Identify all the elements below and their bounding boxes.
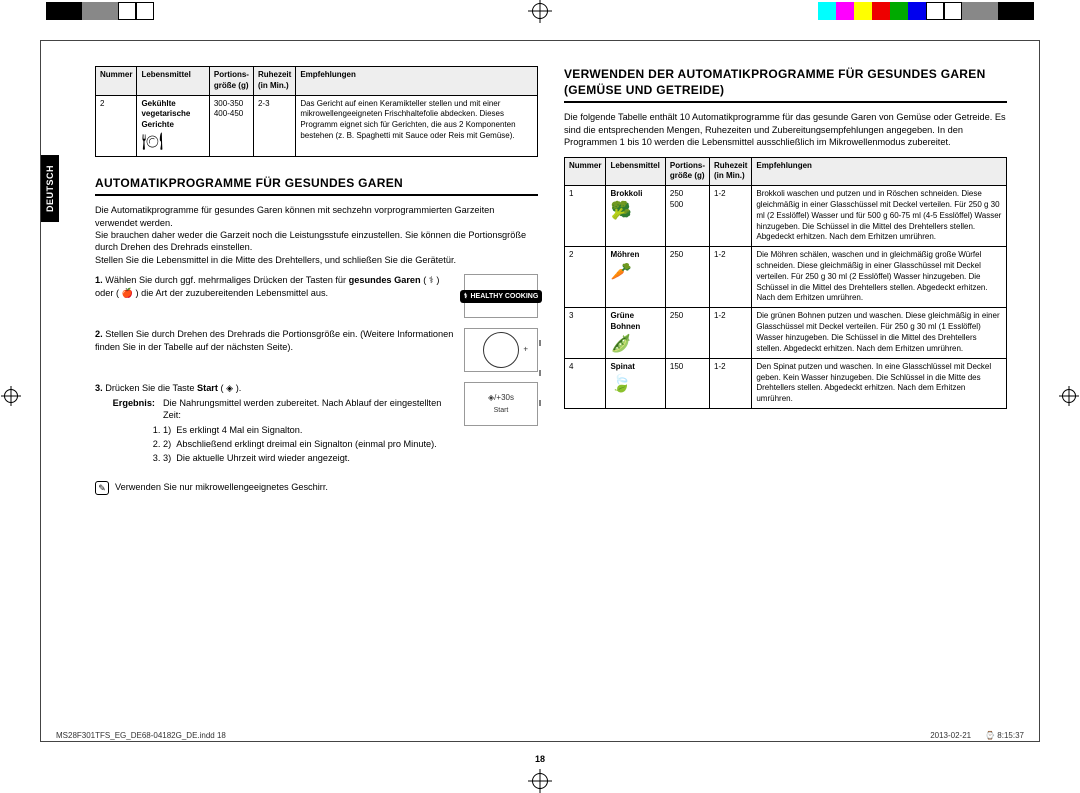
result-text: Die Nahrungsmittel werden zubereitet. Na…: [163, 398, 441, 420]
result-label: Ergebnis:: [113, 398, 155, 408]
result-li2: Abschließend erklingt dreimal ein Signal…: [176, 439, 436, 449]
registration-mark-bottom: [532, 773, 548, 789]
section1-title: AUTOMATIKPROGRAMME FÜR GESUNDES GAREN: [95, 175, 538, 191]
registration-mark-top: [532, 3, 548, 19]
note-text: Verwenden Sie nur mikrowellengeeignetes …: [115, 481, 328, 493]
step3-a: Drücken Sie die Taste: [105, 383, 197, 393]
step3-start-label: Start: [197, 383, 218, 393]
page-frame: DEUTSCH NummerLebensmittelPortions- größ…: [40, 40, 1040, 742]
page-number: 18: [535, 754, 545, 764]
table-vegetables: NummerLebensmittelPortions- größe (g)Ruh…: [564, 157, 1007, 409]
ticks-left: [46, 770, 116, 792]
table-chilled-dishes: NummerLebensmittelPortions- größe (g)Ruh…: [95, 66, 538, 157]
note-icon: ✎: [95, 481, 109, 495]
print-bar-bottom: [0, 770, 1080, 792]
step1-bold: gesundes Garen: [349, 275, 421, 285]
section2-title: VERWENDEN DER AUTOMATIKPROGRAMME FÜR GES…: [564, 66, 1007, 98]
registration-mark-right: [1062, 389, 1076, 403]
language-tab: DEUTSCH: [41, 155, 59, 222]
footer-datetime: 2013-02-21⌚ 8:15:37: [930, 731, 1024, 740]
print-bar-top: [0, 0, 1080, 22]
step1-text-a: Wählen Sie durch ggf. mehrmaliges Drücke…: [105, 275, 348, 285]
healthy-cooking-icon: ⚕ HEALTHY COOKING: [464, 274, 538, 318]
section2-intro: Die folgende Tabelle enthält 10 Automati…: [564, 111, 1007, 148]
ticks-right: [964, 770, 1034, 792]
dial-icon: [464, 328, 538, 372]
section1-intro: Die Automatikprogramme für gesundes Gare…: [95, 204, 538, 266]
steps-list: 1. Wählen Sie durch ggf. mehrmaliges Drü…: [95, 274, 538, 477]
right-column: VERWENDEN DER AUTOMATIKPROGRAMME FÜR GES…: [564, 66, 1007, 713]
result-li3: Die aktuelle Uhrzeit wird wieder angezei…: [176, 453, 350, 463]
left-column: NummerLebensmittelPortions- größe (g)Ruh…: [95, 66, 538, 713]
registration-mark-left: [4, 389, 18, 403]
swatches-left: [46, 2, 154, 20]
step2-text: Stellen Sie durch Drehen des Drehrads di…: [95, 329, 453, 351]
result-li1: Es erklingt 4 Mal ein Signalton.: [176, 425, 302, 435]
footer-filename: MS28F301TFS_EG_DE68-04182G_DE.indd 18: [56, 731, 226, 740]
step3-b: ( ◈ ).: [218, 383, 241, 393]
swatches-right: [818, 2, 1034, 20]
start-button-icon: ◈/+30s Start: [464, 382, 538, 426]
